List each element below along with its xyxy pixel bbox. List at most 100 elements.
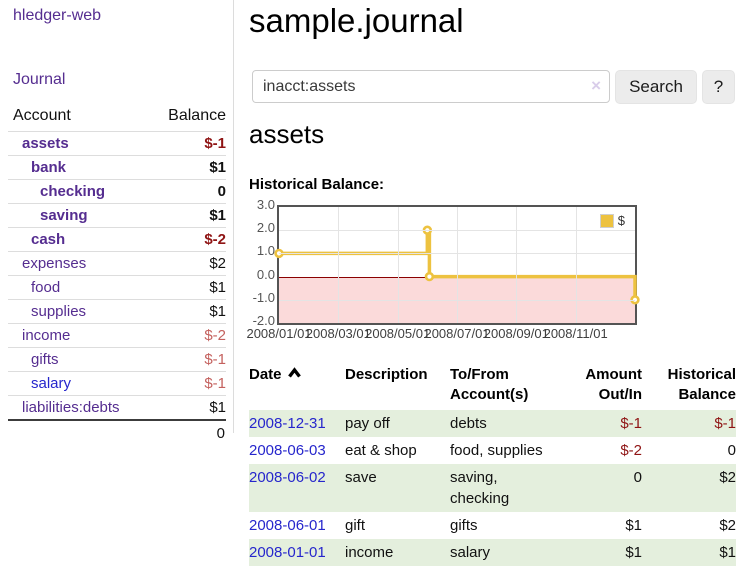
transaction-description-cell: eat & shop [345,442,417,459]
account-link-checking[interactable]: checking [40,183,106,200]
transaction-date-link[interactable]: 2008-01-01 [249,544,326,561]
account-row: assets $-1 [8,131,226,155]
balance-column-header-register: Historical Balance [667,366,736,403]
sort-ascending-icon [287,365,302,385]
chart-legend: $ [599,213,625,228]
accounts-header: Account Balance [8,104,226,131]
transaction-description-cell: income [345,539,450,566]
accounts-tree: assets $-1 bank $1 checking 0 saving $1 cash $-2 e… [8,131,226,419]
account-balance: $-1 [204,375,226,392]
transaction-date-link[interactable]: 2008-06-02 [249,469,326,486]
transaction-description-cell: pay off [345,410,450,437]
transaction-amount-cell: $1 [625,517,642,534]
x-axis-tick-label: 2008/01/01 [246,326,312,341]
account-row: saving $1 [8,203,226,227]
account-balance: $-2 [204,327,226,344]
vertical-gridline [338,207,340,323]
search-box: × [252,70,610,103]
table-row: 2008-06-03 eat & shop food, supplies $-2 0 [249,437,736,464]
account-link-supplies[interactable]: supplies [31,303,87,320]
vertical-gridline [516,207,518,323]
account-link-liabilities-debts[interactable]: liabilities:debts [22,399,120,416]
account-balance: $1 [209,279,226,296]
account-row: liabilities:debts $1 [8,395,226,419]
search-input[interactable] [253,71,609,102]
account-balance: $1 [209,207,226,224]
y-axis-tick-label: -2.0 [252,313,275,328]
account-link-assets[interactable]: assets [22,135,69,152]
clear-search-icon[interactable]: × [591,76,601,95]
account-row: food $1 [8,275,226,299]
x-axis-tick-label: 2008/07/01 [424,326,490,341]
data-point-marker[interactable] [424,271,435,282]
transaction-balance-cell: 0 [727,442,736,459]
transaction-description-cell: save [345,464,450,512]
account-row: gifts $-1 [8,347,226,371]
register-table: Date Description To/From Account(s) Amou… [249,362,736,566]
account-row: checking 0 [8,179,226,203]
historical-balance-chart: $ 3.0 2.0 1.0 0.0 -1.0 -2.0 2008/01/01 2008/03/… [246,198,649,348]
chart-plot-area[interactable]: $ [274,205,640,325]
legend-swatch-icon [599,213,614,228]
accounts-panel: Account Balance assets $-1 bank $1 checking 0… [8,104,226,446]
account-row: expenses $2 [8,251,226,275]
legend-label: $ [617,213,625,228]
table-row: 2008-06-02 save saving, checking 0 $2 [249,464,736,512]
transaction-date-cell: 2008-12-31 [249,410,345,437]
account-balance: $1 [209,303,226,320]
transaction-date-link[interactable]: 2008-06-01 [249,517,326,534]
accounts-total-value: 0 [216,425,225,442]
transaction-accounts-cell: salary [450,539,555,566]
account-link-cash[interactable]: cash [31,231,66,248]
page-title: sample.journal [249,2,464,39]
y-axis-tick-label: 3.0 [256,197,275,212]
transaction-amount-cell: $-1 [555,410,642,437]
account-link-expenses[interactable]: expenses [22,255,87,272]
transaction-date-link[interactable]: 2008-06-03 [249,442,326,459]
transaction-accounts-cell: gifts [450,517,478,534]
account-balance: $2 [209,255,226,272]
transaction-description-cell: gift [345,517,366,534]
x-axis-tick-label: 2008/09/01 [483,326,549,341]
transaction-date-cell: 2008-06-01 [249,512,345,539]
x-axis-tick-label: 2008/11/01 [543,326,608,341]
transaction-balance-cell: $-1 [642,410,736,437]
account-heading: assets [249,119,325,149]
chart-title: Historical Balance: [249,176,385,193]
brand-link[interactable]: hledger-web [13,7,102,24]
x-axis-tick-label: 2008/03/01 [305,326,371,341]
sidebar-item-journal[interactable]: Journal [13,71,66,88]
transaction-date-cell: 2008-06-03 [249,437,345,464]
table-row: 2008-12-31 pay off debts $-1 $-1 [249,410,736,437]
account-link-salary[interactable]: salary [31,375,72,392]
search-help-button[interactable]: ? [702,70,735,104]
account-link-bank[interactable]: bank [31,159,67,176]
y-axis-tick-label: -1.0 [252,289,275,305]
date-column-header[interactable]: Date [249,362,345,410]
description-column-header: Description [345,366,428,383]
tofrom-column-header: To/From Account(s) [450,366,529,403]
account-row: bank $1 [8,155,226,179]
table-row: 2008-01-01 income salary $1 $1 [249,539,736,566]
x-axis-tick-label: 2008/05/01 [365,326,431,341]
vertical-gridline [397,207,399,323]
accounts-total-row: 0 [8,419,226,446]
search-button[interactable]: Search [615,70,697,104]
account-balance: $1 [209,399,226,416]
account-link-food[interactable]: food [31,279,61,296]
y-axis-tick-label: 2.0 [256,220,275,236]
account-link-income[interactable]: income [22,327,71,344]
account-balance: $-2 [204,231,226,248]
account-link-gifts[interactable]: gifts [31,351,59,368]
transaction-amount-cell: $-2 [620,442,642,459]
horizontal-gridline [279,253,635,255]
sidebar-divider [233,0,234,433]
y-axis-tick-label: 1.0 [256,243,275,259]
account-link-saving[interactable]: saving [40,207,88,224]
transaction-date-link[interactable]: 2008-12-31 [249,415,326,432]
balance-column-header: Balance [168,107,226,124]
account-balance: 0 [217,183,226,200]
register-header-row: Date Description To/From Account(s) Amou… [249,362,736,410]
account-row: salary $-1 [8,371,226,395]
transaction-balance-cell: $2 [642,464,736,512]
